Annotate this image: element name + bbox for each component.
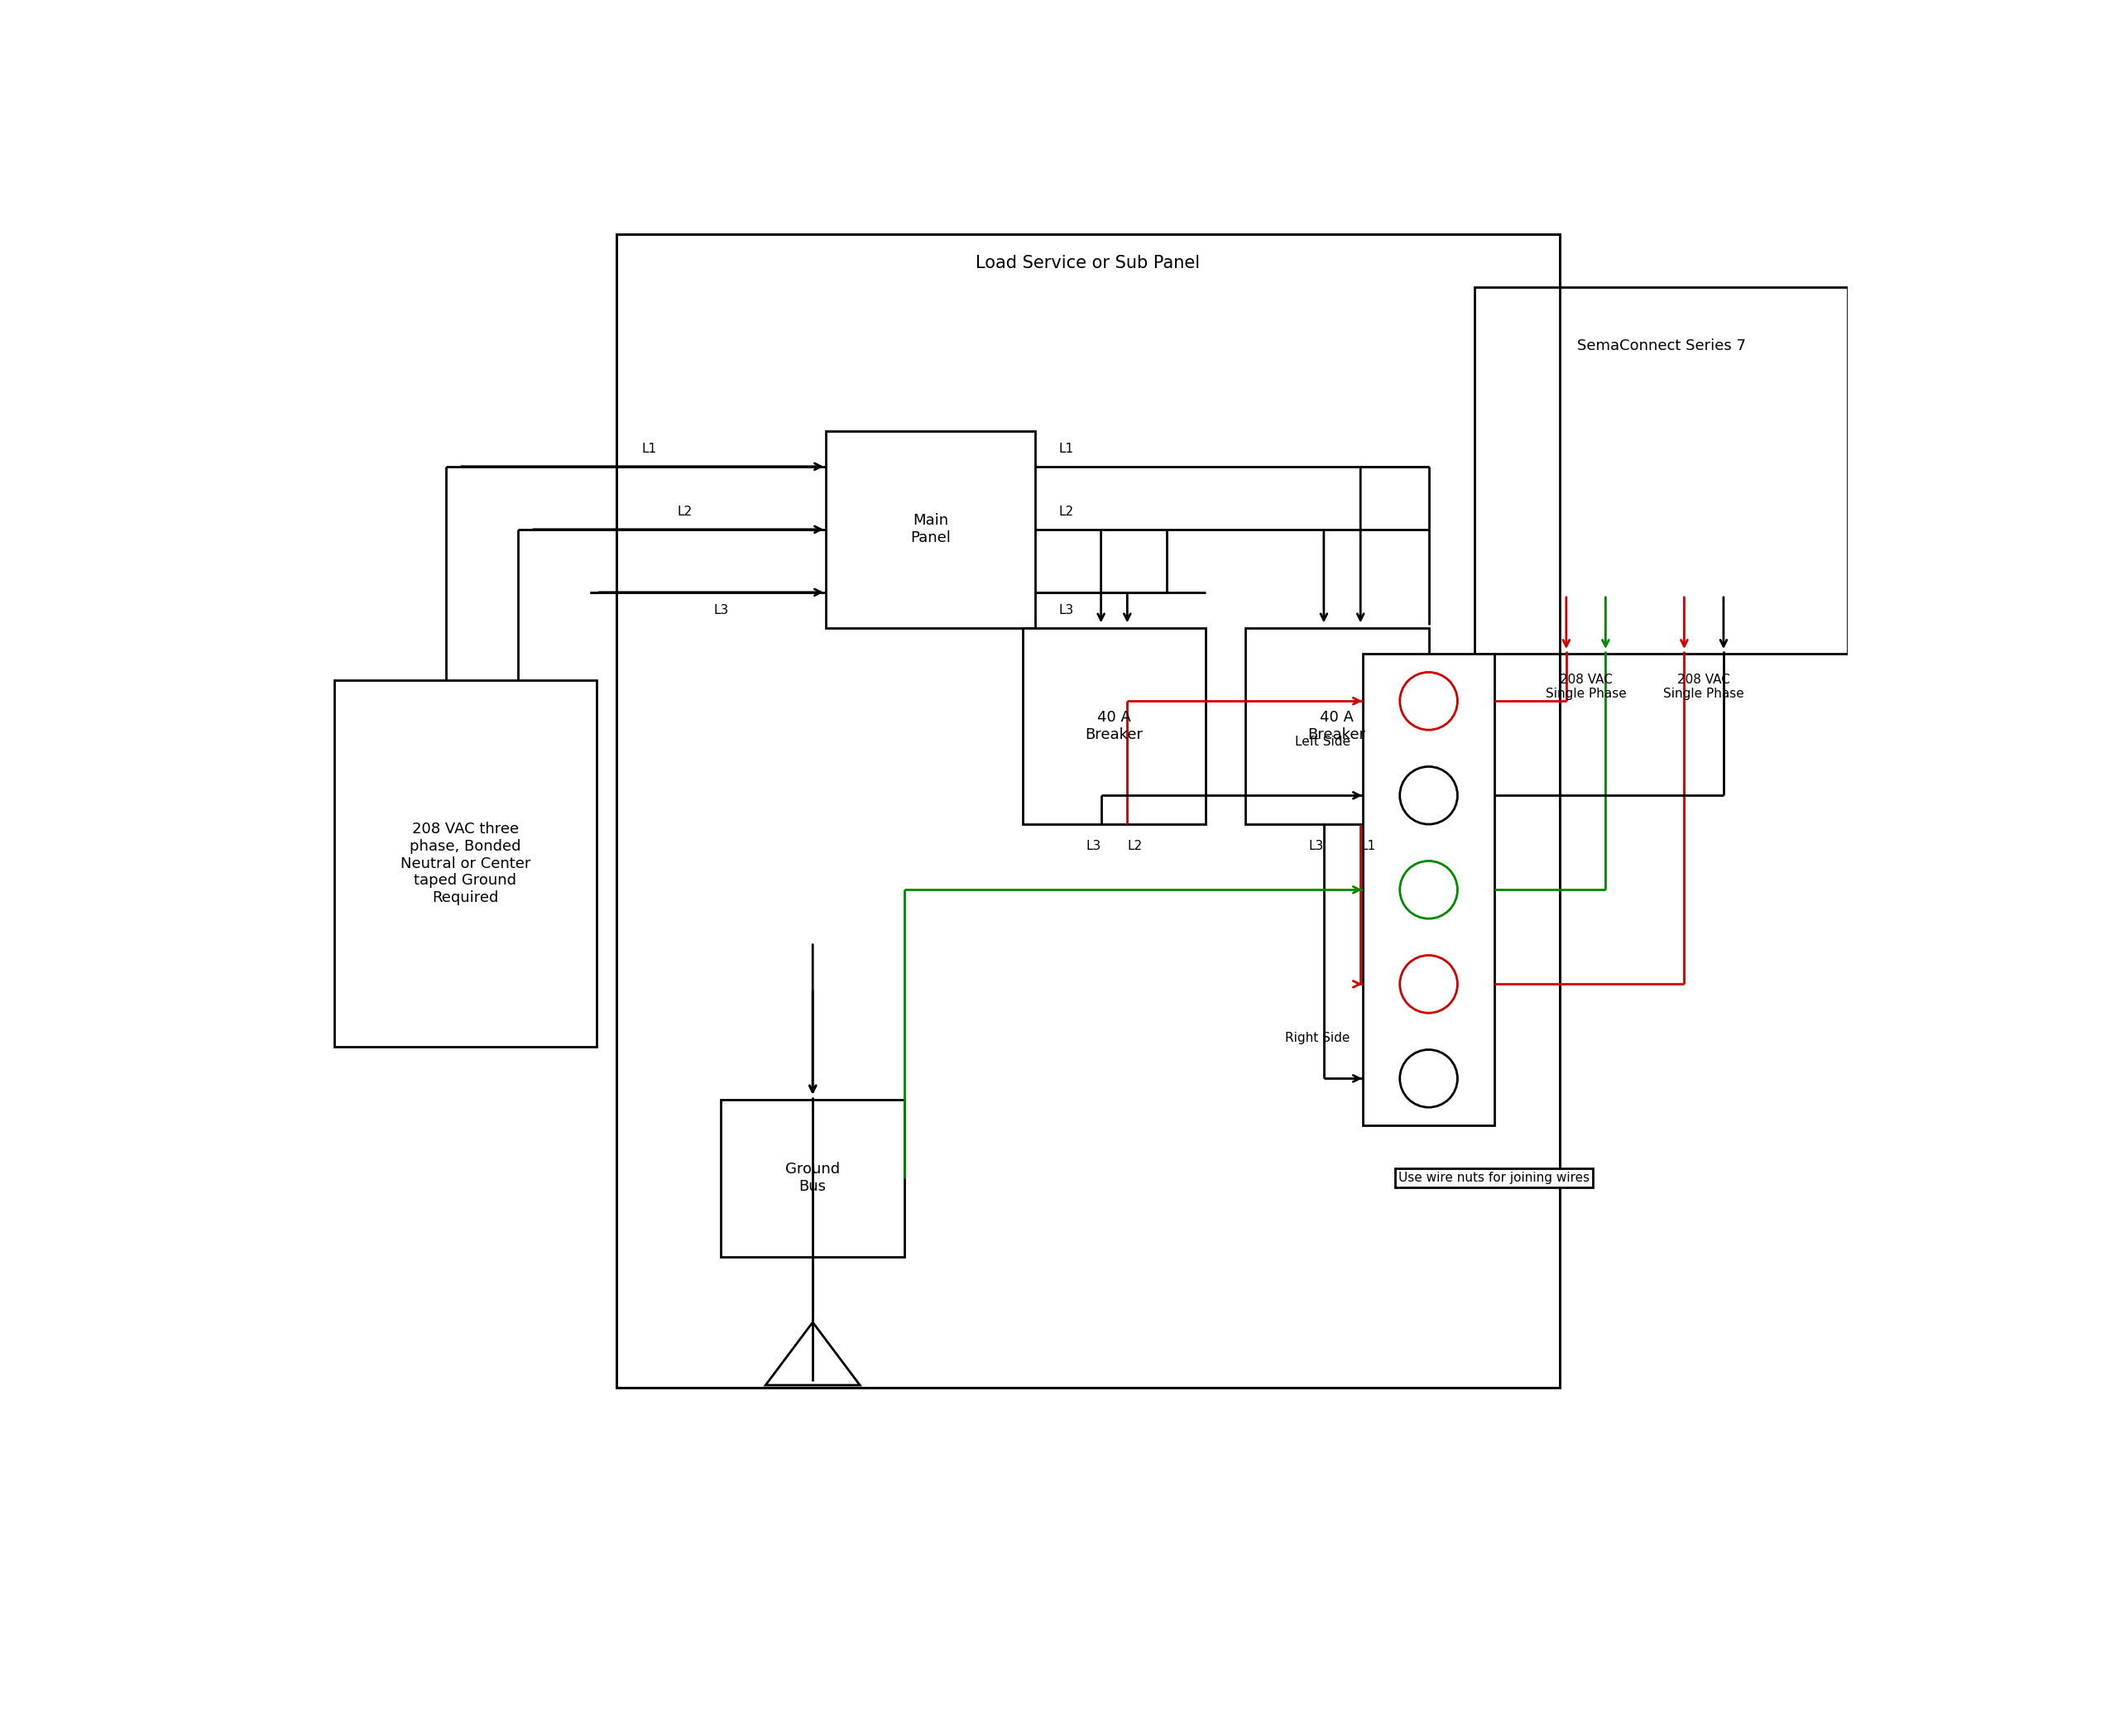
- Text: L3: L3: [1059, 604, 1074, 616]
- Text: Use wire nuts for joining wires: Use wire nuts for joining wires: [1399, 1172, 1589, 1184]
- FancyBboxPatch shape: [1023, 628, 1207, 825]
- FancyBboxPatch shape: [1245, 628, 1428, 825]
- Text: 208 VAC
Single Phase: 208 VAC Single Phase: [1663, 674, 1745, 700]
- Text: 208 VAC
Single Phase: 208 VAC Single Phase: [1545, 674, 1627, 700]
- FancyBboxPatch shape: [825, 431, 1036, 628]
- Text: 40 A
Breaker: 40 A Breaker: [1308, 710, 1365, 741]
- Polygon shape: [766, 1323, 861, 1385]
- Text: L2: L2: [1059, 505, 1074, 517]
- FancyBboxPatch shape: [722, 1099, 905, 1257]
- Text: 208 VAC three
phase, Bonded
Neutral or Center
taped Ground
Required: 208 VAC three phase, Bonded Neutral or C…: [401, 821, 530, 906]
- Text: L3: L3: [1308, 840, 1323, 852]
- Circle shape: [1399, 672, 1458, 729]
- Text: L3: L3: [713, 604, 728, 616]
- Text: L1: L1: [1361, 840, 1376, 852]
- Circle shape: [1399, 1050, 1458, 1108]
- FancyBboxPatch shape: [1363, 654, 1494, 1125]
- Text: Ground
Bus: Ground Bus: [785, 1161, 840, 1194]
- Text: L2: L2: [677, 505, 692, 517]
- FancyBboxPatch shape: [333, 681, 597, 1047]
- Text: L1: L1: [641, 443, 656, 455]
- Circle shape: [1399, 767, 1458, 825]
- FancyBboxPatch shape: [616, 234, 1559, 1387]
- Circle shape: [1399, 955, 1458, 1014]
- Text: L3: L3: [1087, 840, 1101, 852]
- Text: Load Service or Sub Panel: Load Service or Sub Panel: [975, 255, 1201, 271]
- Text: L2: L2: [1127, 840, 1142, 852]
- Text: SemaConnect Series 7: SemaConnect Series 7: [1576, 339, 1745, 354]
- Text: Main
Panel: Main Panel: [909, 514, 952, 545]
- Circle shape: [1399, 861, 1458, 918]
- FancyBboxPatch shape: [1475, 286, 1848, 654]
- Text: Right Side: Right Side: [1285, 1031, 1350, 1043]
- Text: L1: L1: [1059, 443, 1074, 455]
- Text: Left Side: Left Side: [1296, 736, 1350, 748]
- Text: 40 A
Breaker: 40 A Breaker: [1085, 710, 1144, 741]
